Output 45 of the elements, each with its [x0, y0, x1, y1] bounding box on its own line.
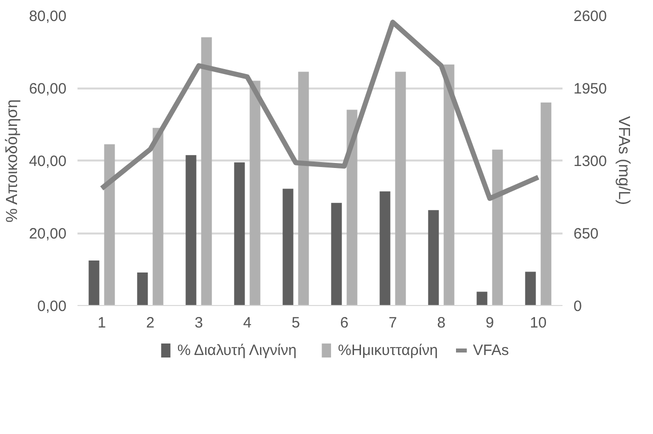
legend-label: %Ημικυτταρίνη: [338, 342, 438, 359]
legend-label: VFAs: [472, 342, 509, 359]
y-tick-label: 40,00: [28, 153, 67, 170]
y-tick-label: 20,00: [28, 226, 67, 242]
bar: [298, 72, 309, 306]
bar: [104, 144, 115, 306]
x-tick-label: 7: [388, 314, 397, 332]
bar: [346, 110, 358, 306]
y-tick-label: 60,00: [28, 80, 67, 98]
bar: [88, 260, 100, 306]
bar: [540, 102, 552, 306]
x-tick-label: 4: [243, 314, 252, 332]
x-tick-label: 6: [340, 314, 348, 332]
bar: [282, 188, 294, 306]
y-axis-title: % Αποικοδόμηση: [4, 99, 21, 223]
bar: [250, 80, 260, 306]
bar: [476, 292, 488, 306]
bar: [152, 128, 164, 306]
bar: [234, 162, 245, 306]
bar: [137, 272, 148, 306]
bar: [201, 37, 212, 306]
x-tick-label: 9: [486, 314, 494, 332]
y2-tick-label: 1300: [574, 153, 607, 170]
x-tick-label: 8: [437, 314, 446, 332]
bar: [428, 210, 439, 306]
y-tick-label: 0,00: [37, 298, 67, 315]
legend-label: % Διαλυτή Λιγνίνη: [177, 342, 297, 359]
bar: [525, 272, 536, 306]
x-tick-label: 10: [530, 314, 547, 332]
bar: [492, 150, 503, 306]
bar: [331, 202, 342, 306]
x-tick-label: 2: [146, 314, 154, 332]
y2-tick-label: 650: [574, 226, 599, 242]
y2-tick-label: 2600: [574, 8, 607, 25]
x-tick-label: 5: [292, 314, 300, 332]
y2-tick-label: 1950: [574, 80, 607, 98]
y2-tick-label: 0: [574, 298, 582, 315]
bar: [380, 191, 390, 306]
bar: [395, 72, 406, 306]
x-tick-label: 3: [194, 314, 203, 332]
bar: [444, 64, 454, 306]
bar: [186, 155, 196, 306]
x-tick-label: 1: [98, 314, 106, 332]
y-tick-label: 80,00: [28, 8, 67, 25]
y2-axis-title: VFAs (mg/L): [614, 116, 632, 205]
